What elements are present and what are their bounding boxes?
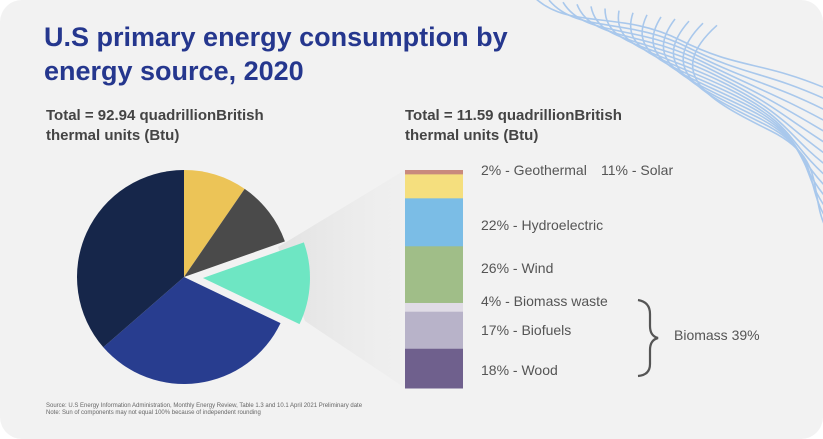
label-biomass-total: Biomass 39%: [674, 327, 760, 343]
wave-line: [630, 12, 823, 164]
source-note: Source: U.S Energy Information Administr…: [46, 403, 362, 417]
wave-line: [590, 6, 823, 132]
bar-segment-wind: [405, 246, 463, 304]
label-solar: 11% - Solar: [601, 162, 674, 178]
bar-segment-solar: [405, 174, 463, 199]
label-wood: 18% - Wood: [481, 362, 558, 378]
wave-line: [691, 24, 823, 224]
wave-line: [576, 4, 823, 121]
wave-line: [617, 10, 823, 154]
pie-slice-3: [103, 277, 281, 384]
wave-line: [682, 22, 823, 215]
zoom-connector: [278, 170, 405, 388]
source-text: Source: U.S Energy Information Administr…: [46, 403, 363, 409]
pie-chart: [77, 170, 310, 384]
stacked-bar: [405, 170, 463, 389]
bar-segment-hydroelectric: [405, 198, 463, 247]
label-biofuels: 17% - Biofuels: [481, 322, 572, 338]
wave-line: [641, 14, 823, 175]
label-hydroelectric: 22% - Hydroelectric: [481, 217, 604, 233]
pie-slice-2: [202, 242, 310, 325]
page-title: U.S primary energy consumption by energy…: [44, 22, 508, 86]
wave-line: [536, 0, 823, 89]
left-total: Total = 92.94 quadrillionBritish thermal…: [46, 107, 264, 144]
bar-segment-biofuels: [405, 311, 463, 350]
pie-slice-1: [184, 188, 285, 277]
bar-segment-biomass-waste: [405, 302, 463, 313]
wave-line: [604, 8, 823, 143]
label-geothermal: 2% - Geothermal: [481, 162, 587, 178]
wave-decoration: [536, 0, 823, 224]
label-wind: 26% - Wind: [481, 260, 554, 276]
right-total: Total = 11.59 quadrillionBritish thermal…: [405, 107, 622, 144]
label-biomass-waste: 4% - Biomass waste: [481, 293, 608, 309]
pie-slice-0: [184, 170, 245, 277]
bar-segment-wood: [405, 348, 463, 389]
note-text: Note: Sun of components may not equal 10…: [46, 410, 261, 416]
biomass-brace: [637, 298, 659, 378]
pie-slice-4: [77, 170, 184, 348]
bar-segment-geothermal: [405, 170, 463, 175]
